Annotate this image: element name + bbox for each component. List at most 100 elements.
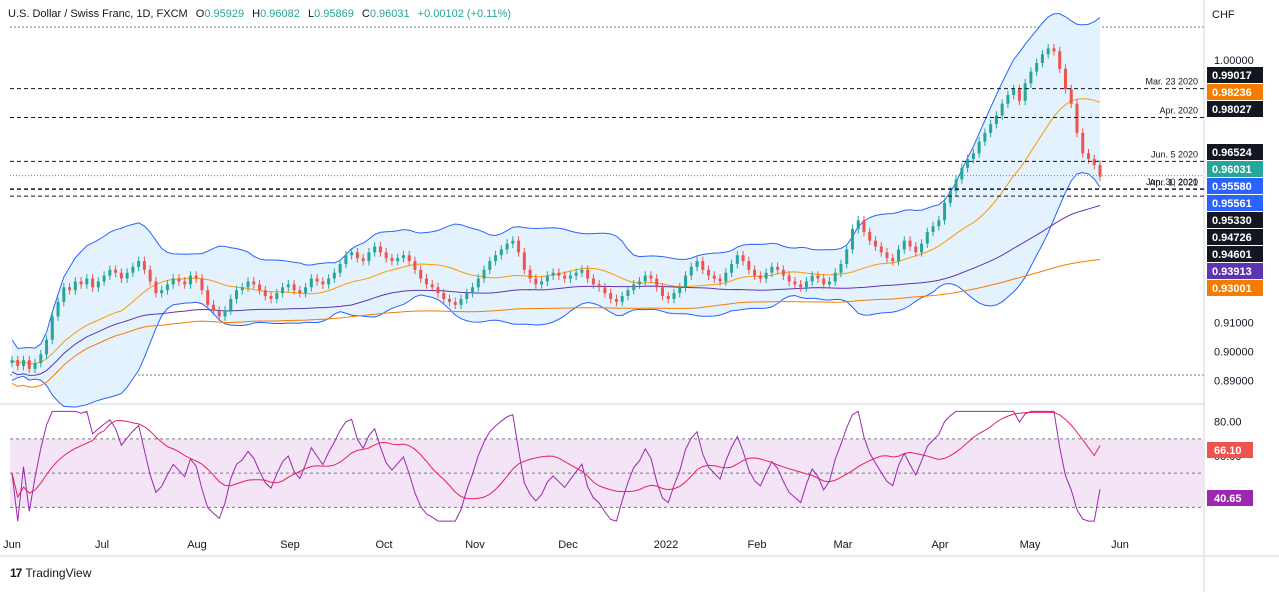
candle-body	[931, 226, 935, 232]
symbol-title: U.S. Dollar / Swiss Franc, 1D, FXCM	[8, 8, 188, 20]
candle-body	[171, 278, 175, 285]
brand-name: TradingView	[25, 566, 92, 580]
candle-body	[56, 301, 60, 317]
x-tick-label: 2022	[654, 539, 678, 551]
candle-body	[505, 243, 509, 250]
candle-body	[793, 281, 797, 285]
candle-body	[689, 266, 693, 276]
candle-body	[453, 301, 457, 305]
low-label: L	[307, 8, 315, 20]
candle-body	[367, 252, 371, 262]
candle-body	[724, 272, 728, 282]
candle-body	[39, 354, 43, 364]
price-badge	[1207, 263, 1263, 279]
candle-body	[1040, 54, 1044, 63]
price-badge-label: 0.98236	[1212, 87, 1252, 99]
candle-body	[338, 263, 342, 273]
high-value: 0.96082	[260, 8, 300, 20]
high-label: H	[252, 8, 261, 20]
currency-label: CHF	[1212, 9, 1235, 21]
rsi-badge	[1207, 442, 1253, 458]
candle-body	[879, 246, 883, 253]
candle-body	[799, 284, 803, 288]
candle-body	[620, 296, 624, 302]
x-tick-label: Sep	[280, 539, 300, 551]
candle-body	[252, 281, 256, 285]
candle-body	[839, 263, 843, 273]
candle-body	[16, 360, 20, 366]
candle-body	[603, 287, 607, 294]
candle-body	[954, 179, 958, 192]
price-badge-label: 0.94601	[1212, 249, 1252, 261]
close-value: 0.96031	[369, 8, 410, 20]
candle-body	[108, 269, 112, 276]
candle-body	[891, 258, 895, 262]
candle-body	[206, 290, 210, 305]
candle-body	[966, 159, 970, 168]
candle-body	[735, 255, 739, 264]
price-badge-label: 0.95561	[1212, 198, 1252, 210]
level-label: Jun. 5 2020	[1151, 149, 1198, 159]
candle-body	[586, 269, 590, 279]
candle-body	[528, 269, 532, 279]
sma-100-line	[11, 205, 1101, 376]
candle-body	[332, 272, 336, 279]
candle-body	[22, 360, 26, 366]
candle-body	[142, 261, 146, 270]
candle-body	[540, 281, 544, 285]
candle-body	[850, 229, 854, 250]
candle-body	[1023, 83, 1027, 101]
candle-body	[632, 284, 636, 291]
candle-body	[776, 266, 780, 270]
candle-body	[79, 281, 83, 285]
candle-body	[989, 124, 993, 133]
level-label: Apr. 1, 2021	[1149, 177, 1198, 187]
candle-body	[822, 278, 826, 285]
x-tick-label: Jun	[3, 539, 21, 551]
candle-body	[160, 290, 164, 294]
candle-body	[1086, 153, 1090, 160]
candle-body	[361, 258, 365, 262]
candle-body	[50, 316, 54, 340]
candle-body	[321, 281, 325, 285]
candle-body	[154, 281, 158, 294]
price-badge	[1207, 229, 1263, 245]
candle-body	[551, 272, 555, 276]
candle-body	[1069, 89, 1073, 104]
candle-body	[246, 281, 250, 288]
candle-body	[102, 275, 106, 282]
candle-body	[741, 255, 745, 262]
candle-body	[1017, 89, 1021, 101]
candle-body	[499, 249, 503, 256]
candle-body	[591, 278, 595, 285]
candle-body	[1035, 62, 1039, 72]
candle-body	[580, 269, 584, 273]
candle-body	[770, 266, 774, 273]
level-label: Mar. 23 2020	[1145, 77, 1198, 87]
candle-body	[459, 298, 463, 305]
candle-body	[885, 252, 889, 259]
candle-body	[407, 255, 411, 262]
x-tick-label: Aug	[187, 539, 207, 551]
candle-body	[827, 281, 831, 285]
candle-body	[384, 252, 388, 259]
sma-200-line	[11, 258, 1101, 388]
x-tick-label: Jul	[95, 539, 109, 551]
candle-body	[1052, 48, 1056, 52]
candle-body	[62, 287, 66, 302]
candle-body	[269, 296, 273, 299]
price-badge	[1207, 212, 1263, 228]
bollinger-fill	[12, 13, 1100, 408]
change-value: +0.00102 (+0.11%)	[417, 8, 512, 20]
price-badge	[1207, 195, 1263, 211]
x-tick-label: Oct	[375, 539, 392, 551]
price-badge	[1207, 246, 1263, 262]
candle-body	[1092, 159, 1096, 165]
x-tick-label: Mar	[834, 539, 853, 551]
rsi-badge-label: 40.65	[1214, 493, 1242, 505]
candle-body	[96, 281, 100, 288]
price-badge-label: 0.94726	[1212, 232, 1252, 244]
bollinger-upper	[11, 13, 1101, 350]
candle-body	[833, 272, 837, 282]
